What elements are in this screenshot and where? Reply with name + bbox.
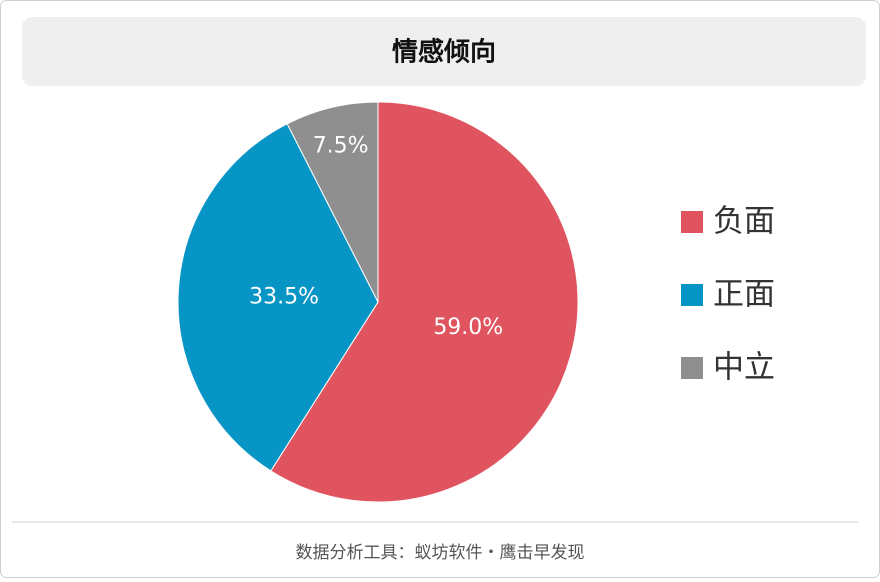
footer: 数据分析工具：蚁坊软件・鹰击早发现 (296, 543, 585, 563)
legend-swatch (681, 211, 703, 233)
data-label: 7.5% (313, 133, 369, 158)
legend-swatch (681, 357, 703, 379)
legend-label: 正面 (713, 277, 775, 313)
title-box (22, 17, 866, 86)
chart-title: 情感倾向 (392, 37, 496, 68)
legend-swatch (681, 284, 703, 306)
data-label: 33.5% (249, 285, 319, 310)
pie-slice (270, 101, 579, 503)
pie-slice (177, 123, 379, 472)
legend-label: 中立 (713, 350, 775, 386)
pie-slice (286, 101, 379, 303)
data-label: 59.0% (433, 315, 503, 340)
legend-label: 负面 (713, 204, 775, 240)
